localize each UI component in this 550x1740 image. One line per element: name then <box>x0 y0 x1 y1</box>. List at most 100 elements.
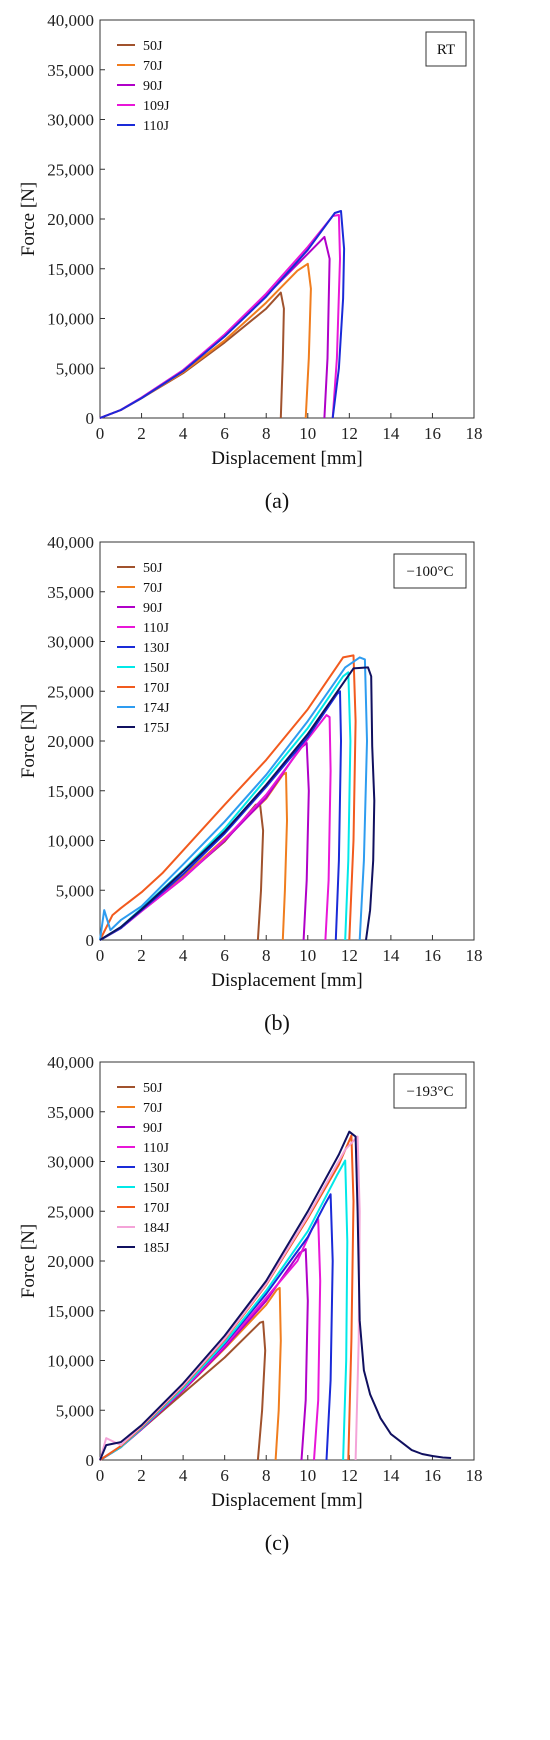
legend-label: 174J <box>143 701 170 716</box>
legend-label: 175J <box>143 721 170 736</box>
panel-a: 0 2 4 6 8 10 12 14 16 18 0 5,000 10,000 15,000 20,000 2… <box>0 0 550 580</box>
series-line-185J <box>99 1130 452 1461</box>
x-tick-label: 10 <box>299 424 316 443</box>
x-tick-label: 18 <box>466 1466 483 1485</box>
chart-panel-a: 0 2 4 6 8 10 12 14 16 18 0 5,000 10,000 15,000 20,000 2… <box>18 11 483 513</box>
y-tick-label: 10,000 <box>47 310 94 329</box>
y-tick-label: 30,000 <box>47 111 94 130</box>
x-axis-title: Displacement [mm] <box>211 970 362 991</box>
legend-label: 70J <box>143 581 163 596</box>
x-axis-title: Displacement [mm] <box>211 448 362 469</box>
legend-label: 170J <box>143 681 170 696</box>
legend-label: 50J <box>143 1081 163 1096</box>
x-tick-label: 16 <box>424 1466 441 1485</box>
condition-box <box>393 1073 467 1109</box>
x-tick-label: 8 <box>262 946 271 965</box>
y-tick-label: 25,000 <box>47 1202 94 1221</box>
legend-label: 90J <box>143 79 163 94</box>
y-tick-label: 10,000 <box>47 1352 94 1371</box>
x-tick-label: 12 <box>341 1466 358 1485</box>
condition-label: RT <box>437 42 455 58</box>
chart-panel-b: 0 2 4 6 8 10 12 14 16 18 0 5,000 10,000 15,000 20,000 2… <box>18 533 483 1035</box>
x-tick-label: 12 <box>341 946 358 965</box>
series-line-174J <box>99 656 368 941</box>
x-tick-label: 16 <box>424 946 441 965</box>
x-tick-label: 4 <box>179 946 188 965</box>
x-tick-label: 8 <box>262 1466 271 1485</box>
y-tick-label: 35,000 <box>47 61 94 80</box>
x-tick-label: 6 <box>220 1466 229 1485</box>
x-tick-label: 16 <box>424 424 441 443</box>
x-tick-label: 4 <box>179 424 188 443</box>
y-tick-label: 0 <box>86 409 95 428</box>
legend-label: 110J <box>143 1141 169 1156</box>
y-tick-label: 30,000 <box>47 633 94 652</box>
y-tick-label: 40,000 <box>47 533 94 552</box>
x-tick-label: 6 <box>220 946 229 965</box>
y-tick-label: 15,000 <box>47 260 94 279</box>
y-tick-label: 20,000 <box>47 1252 94 1271</box>
series-line-109J <box>99 214 341 419</box>
condition-box <box>393 553 467 589</box>
y-tick-label: 0 <box>86 931 95 950</box>
y-tick-label: 35,000 <box>47 1103 94 1122</box>
y-tick-label: 30,000 <box>47 1153 94 1172</box>
x-tick-label: 14 <box>382 946 400 965</box>
x-tick-label: 8 <box>262 424 271 443</box>
legend-label: 109J <box>143 99 170 114</box>
x-tick-label: 12 <box>341 424 358 443</box>
legend-label: 50J <box>143 561 163 576</box>
legend-label: 150J <box>143 661 170 676</box>
y-tick-label: 35,000 <box>47 583 94 602</box>
y-axis-title: Force [N] <box>18 1224 39 1298</box>
legend-label: 70J <box>143 59 163 74</box>
condition-box <box>425 31 467 67</box>
y-tick-label: 40,000 <box>47 1053 94 1072</box>
legend-label: 184J <box>143 1221 170 1236</box>
condition-label: −100°C <box>407 564 454 580</box>
legend-label: 110J <box>143 621 169 636</box>
legend-label: 150J <box>143 1181 170 1196</box>
series-line-184J <box>99 1135 361 1461</box>
condition-label: −193°C <box>407 1084 454 1100</box>
legend-label: 170J <box>143 1201 170 1216</box>
legend-label: 110J <box>143 119 169 134</box>
legend-label: 90J <box>143 1121 163 1136</box>
panel-label: (c) <box>265 1530 289 1555</box>
y-tick-label: 20,000 <box>47 732 94 751</box>
x-tick-label: 18 <box>466 946 483 965</box>
y-tick-label: 20,000 <box>47 210 94 229</box>
panel-b: 0 2 4 6 8 10 12 14 16 18 0 5,000 10,000 15,000 20,000 2… <box>0 522 550 1102</box>
series-line-110J <box>99 210 346 419</box>
x-tick-label: 10 <box>299 1466 316 1485</box>
x-tick-label: 4 <box>179 1466 188 1485</box>
y-tick-label: 5,000 <box>56 359 94 378</box>
legend-label: 185J <box>143 1241 170 1256</box>
y-axis-title: Force [N] <box>18 182 39 256</box>
panel-label: (b) <box>264 1010 290 1035</box>
x-tick-label: 2 <box>137 1466 146 1485</box>
legend-label: 130J <box>143 641 170 656</box>
x-tick-label: 14 <box>382 424 400 443</box>
x-axis-title: Displacement [mm] <box>211 1490 362 1511</box>
legend-label: 130J <box>143 1161 170 1176</box>
x-tick-label: 2 <box>137 424 146 443</box>
legend-label: 70J <box>143 1101 163 1116</box>
y-tick-label: 5,000 <box>56 1401 94 1420</box>
y-tick-label: 25,000 <box>47 682 94 701</box>
y-tick-label: 25,000 <box>47 160 94 179</box>
series-line-70J <box>99 262 312 419</box>
chart-panel-c: 0 2 4 6 8 10 12 14 16 18 0 5,000 10,000 15,000 20,000 2… <box>18 1053 483 1555</box>
series-line-170J <box>99 654 357 941</box>
y-axis-title: Force [N] <box>18 704 39 778</box>
panel-c: 0 2 4 6 8 10 12 14 16 18 0 5,000 10,000 15,000 20,000 2… <box>0 1042 550 1622</box>
legend-label: 50J <box>143 39 163 54</box>
y-tick-label: 5,000 <box>56 881 94 900</box>
y-tick-label: 40,000 <box>47 11 94 30</box>
x-tick-label: 18 <box>466 424 483 443</box>
x-tick-label: 14 <box>382 1466 400 1485</box>
series-line-110J <box>99 1218 322 1461</box>
y-tick-label: 15,000 <box>47 1302 94 1321</box>
x-tick-label: 6 <box>220 424 229 443</box>
x-tick-label: 2 <box>137 946 146 965</box>
